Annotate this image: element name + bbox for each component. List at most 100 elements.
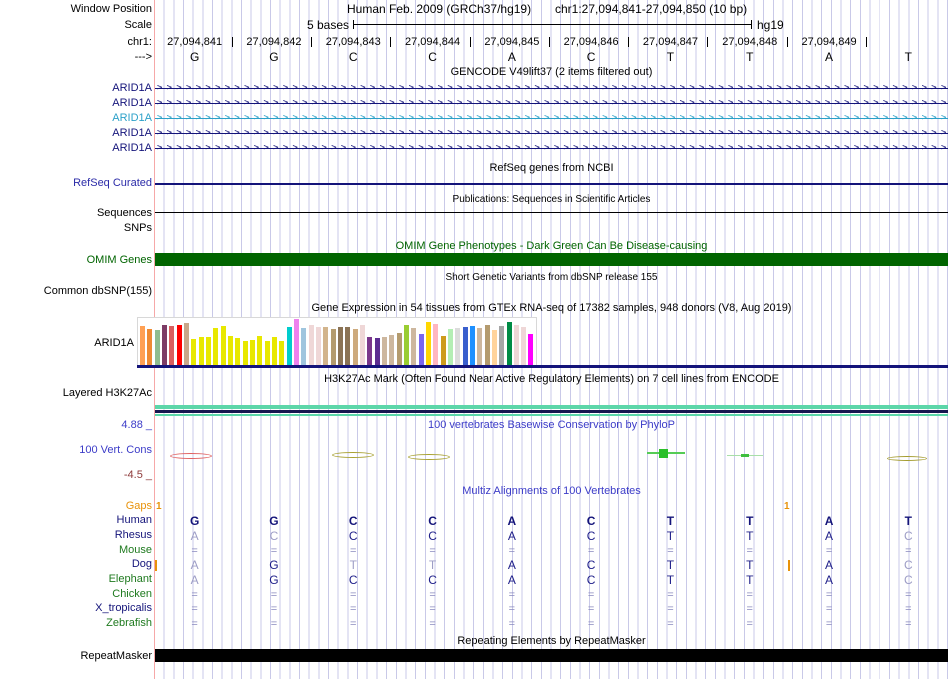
gtex-tissue-bar[interactable] (506, 322, 512, 366)
species-label-elephant[interactable]: Elephant (108, 573, 152, 585)
multiz-track-title[interactable]: Multiz Alignments of 100 Vertebrates (462, 485, 641, 497)
omim-genes-label[interactable]: OMIM Genes (86, 254, 152, 266)
gtex-tissue-bar[interactable] (359, 325, 365, 366)
gtex-tissue-bar[interactable] (176, 325, 182, 366)
omim-track-title[interactable]: OMIM Gene Phenotypes - Dark Green Can Be… (395, 240, 708, 252)
gtex-tissue-bar[interactable] (169, 326, 175, 366)
gene-model-arid1a-3[interactable]: >>>>>>>>>>>>>>>>>>>>>>>>>>>>>>>>>>>>>>>>… (155, 113, 948, 123)
layered-h3k27ac-label[interactable]: Layered H3K27Ac (62, 387, 152, 399)
gaps-label[interactable]: Gaps (125, 500, 152, 512)
gtex-tissue-bar[interactable] (271, 337, 277, 366)
repeatmasker-label[interactable]: RepeatMasker (80, 650, 152, 662)
gtex-tissue-bar[interactable] (140, 326, 145, 366)
phylop-mark[interactable] (332, 452, 374, 458)
gtex-tissue-bar[interactable] (330, 329, 336, 366)
gene-model-arid1a-1[interactable]: >>>>>>>>>>>>>>>>>>>>>>>>>>>>>>>>>>>>>>>>… (155, 83, 948, 93)
gene-model-arid1a-2[interactable]: >>>>>>>>>>>>>>>>>>>>>>>>>>>>>>>>>>>>>>>>… (155, 98, 948, 108)
species-label-dog[interactable]: Dog (131, 558, 152, 570)
gtex-tissue-bar[interactable] (315, 327, 321, 366)
gtex-tissue-bar[interactable] (440, 336, 446, 366)
gene-label-arid1a-2[interactable]: ARID1A (112, 97, 152, 109)
gtex-tissue-bar[interactable] (484, 325, 490, 366)
gtex-tissue-bar[interactable] (337, 327, 343, 366)
gtex-tissue-bar[interactable] (374, 338, 380, 366)
gene-model-arid1a-4[interactable]: >>>>>>>>>>>>>>>>>>>>>>>>>>>>>>>>>>>>>>>>… (155, 128, 948, 138)
phylop-mark[interactable] (408, 454, 450, 460)
gtex-tissue-bar[interactable] (396, 333, 402, 366)
refseq-track-title[interactable]: RefSeq genes from NCBI (489, 162, 614, 174)
sequences-line[interactable] (155, 212, 948, 214)
species-label-x-tropicalis[interactable]: X_tropicalis (95, 602, 152, 614)
gtex-tissue-bar[interactable] (345, 327, 351, 366)
gtex-tissue-bar[interactable] (205, 337, 211, 366)
gtex-tissue-bar[interactable] (469, 326, 475, 366)
gene-model-arid1a-5[interactable]: >>>>>>>>>>>>>>>>>>>>>>>>>>>>>>>>>>>>>>>>… (155, 143, 948, 153)
species-label-mouse[interactable]: Mouse (118, 544, 152, 556)
gtex-tissue-bar[interactable] (227, 336, 233, 366)
gtex-tissue-bar[interactable] (323, 327, 329, 366)
phylop-mark[interactable] (887, 456, 927, 461)
h3k27ac-track-title[interactable]: H3K27Ac Mark (Often Found Near Active Re… (324, 373, 779, 385)
gene-label-arid1a-4[interactable]: ARID1A (112, 127, 152, 139)
gtex-tissue-bar[interactable] (213, 328, 219, 366)
gtex-tissue-bar[interactable] (308, 325, 314, 366)
publications-track-title[interactable]: Publications: Sequences in Scientific Ar… (452, 194, 651, 205)
gtex-tissue-bar[interactable] (433, 324, 439, 366)
gene-label-arid1a-5[interactable]: ARID1A (112, 142, 152, 154)
gtex-tissue-bar[interactable] (147, 329, 153, 366)
gtex-tissue-bar[interactable] (161, 325, 167, 366)
repeatmasker-track-title[interactable]: Repeating Elements by RepeatMasker (457, 635, 646, 647)
gtex-tissue-bar[interactable] (403, 325, 409, 366)
gtex-tissue-bar[interactable] (491, 330, 497, 366)
gtex-tissue-bar[interactable] (411, 328, 417, 366)
h3k27ac-signal-bottom[interactable] (155, 413, 948, 416)
phylop-track-title[interactable]: 100 vertebrates Basewise Conservation by… (427, 419, 676, 431)
gtex-tissue-bar[interactable] (367, 337, 373, 366)
gtex-tissue-bar[interactable] (279, 341, 285, 366)
gtex-tissue-bar[interactable] (455, 328, 461, 366)
gtex-tissue-bar[interactable] (528, 334, 534, 366)
gtex-tissue-bar[interactable] (447, 329, 453, 366)
omim-gene-bar[interactable] (155, 253, 948, 266)
gtex-tissue-bar[interactable] (521, 327, 527, 366)
species-label-human[interactable]: Human (116, 514, 152, 526)
gtex-tissue-bar[interactable] (352, 329, 358, 366)
sequences-label[interactable]: Sequences (96, 207, 152, 219)
gencode-track-title[interactable]: GENCODE V49lift37 (2 items filtered out) (450, 66, 653, 78)
h3k27ac-signal-dark[interactable] (155, 409, 948, 413)
h3k27ac-signal-top[interactable] (155, 404, 948, 409)
gtex-barchart-panel[interactable] (137, 317, 537, 367)
species-label-rhesus[interactable]: Rhesus (114, 529, 152, 541)
gtex-tissue-bar[interactable] (249, 340, 255, 366)
snps-label[interactable]: SNPs (123, 222, 152, 234)
gtex-gene-label[interactable]: ARID1A (94, 337, 134, 349)
repeatmasker-bar[interactable] (155, 649, 948, 662)
gtex-tissue-bar[interactable] (418, 334, 424, 366)
gtex-tissue-bar[interactable] (499, 326, 505, 366)
refseq-curated-label[interactable]: RefSeq Curated (73, 177, 152, 189)
gtex-tissue-bar[interactable] (154, 330, 160, 366)
gtex-tissue-bar[interactable] (389, 335, 395, 366)
gtex-track-title[interactable]: Gene Expression in 54 tissues from GTEx … (311, 302, 792, 314)
gtex-tissue-bar[interactable] (301, 328, 307, 366)
gtex-tissue-bar[interactable] (242, 341, 248, 366)
phylop-mark[interactable] (170, 453, 212, 459)
gtex-tissue-bar[interactable] (264, 341, 270, 366)
species-label-chicken[interactable]: Chicken (112, 588, 152, 600)
gtex-tissue-bar[interactable] (235, 338, 241, 366)
gtex-tissue-bar[interactable] (293, 319, 299, 366)
gtex-tissue-bar[interactable] (198, 337, 204, 366)
gene-label-arid1a-3[interactable]: ARID1A (112, 112, 152, 124)
gtex-tissue-bar[interactable] (425, 322, 431, 366)
gtex-tissue-bar[interactable] (462, 327, 468, 366)
species-label-zebrafish[interactable]: Zebrafish (106, 617, 152, 629)
common-dbsnp-label[interactable]: Common dbSNP(155) (43, 285, 152, 297)
gtex-tissue-bar[interactable] (477, 328, 483, 366)
gtex-tissue-bar[interactable] (381, 337, 387, 366)
gtex-tissue-bar[interactable] (183, 323, 189, 366)
gtex-tissue-bar[interactable] (191, 339, 197, 366)
gtex-tissue-bar[interactable] (220, 326, 226, 366)
vert-cons-label[interactable]: 100 Vert. Cons (79, 444, 152, 456)
gtex-tissue-bar[interactable] (286, 327, 292, 366)
refseq-gene-line[interactable] (155, 183, 948, 185)
